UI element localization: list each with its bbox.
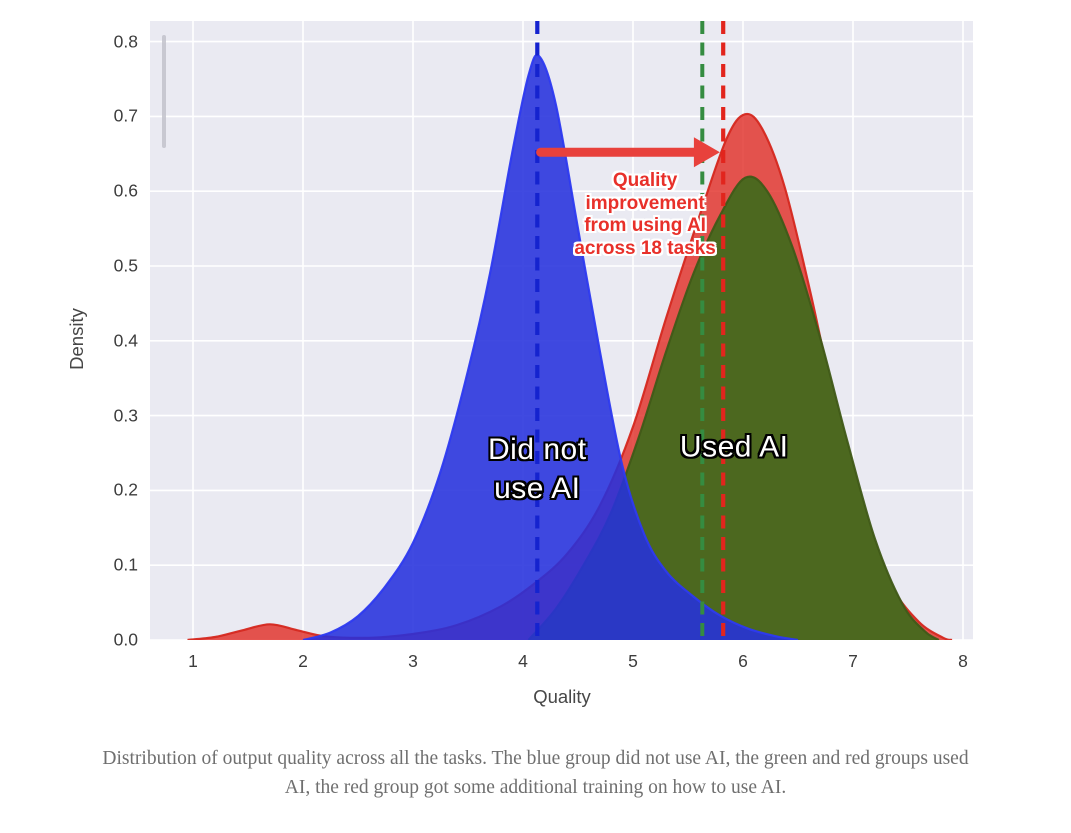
- chart-svg: [150, 21, 973, 640]
- improvement-annotation-line: Quality: [612, 170, 678, 192]
- x-tick-label: 4: [518, 651, 528, 671]
- y-tick-label: 0.8: [113, 31, 138, 52]
- y-tick-label: 0.1: [113, 554, 138, 575]
- plot-area: [150, 21, 973, 640]
- group-label-line: Used AI: [679, 430, 789, 464]
- kde-line-did-not-use-ai-blue: [302, 54, 799, 640]
- y-tick-label: 0.2: [113, 479, 138, 500]
- improvement-annotation-line: across 18 tasks: [574, 237, 716, 259]
- x-tick-label: 8: [958, 651, 968, 671]
- x-tick-label: 2: [298, 651, 308, 671]
- improvement-arrow-head: [693, 137, 720, 168]
- y-tick-label: 0.0: [113, 629, 138, 650]
- improvement-annotation: Quality improvement from using AI across 18…: [574, 170, 716, 260]
- group-label-used-ai: Used AI: [680, 428, 789, 467]
- improvement-annotation-line: from using AI: [584, 215, 706, 237]
- x-tick-label: 7: [848, 651, 858, 671]
- y-tick-label: 0.3: [113, 405, 138, 426]
- x-tick-label: 6: [738, 651, 748, 671]
- group-label-line: Did not: [488, 432, 587, 466]
- y-tick-label: 0.6: [113, 180, 138, 201]
- x-tick-label: 1: [188, 651, 198, 671]
- x-tick-label: 3: [408, 651, 418, 671]
- y-tick-label: 0.7: [113, 105, 138, 126]
- improvement-annotation-line: improvement: [585, 192, 705, 214]
- group-label-line: use AI: [494, 471, 581, 505]
- y-tick-label: 0.5: [113, 255, 138, 276]
- y-tick-label: 0.4: [113, 330, 138, 351]
- y-axis-label: Density: [66, 308, 87, 370]
- x-tick-label: 5: [628, 651, 638, 671]
- figure-caption: Distribution of output quality across al…: [102, 747, 969, 799]
- x-axis-label: Quality: [533, 686, 591, 707]
- kde-fill-did-not-use-ai-blue: [303, 55, 798, 640]
- plot-artifact-line: [162, 35, 166, 148]
- group-label-did-not-use-ai: Did not use AI: [488, 430, 587, 508]
